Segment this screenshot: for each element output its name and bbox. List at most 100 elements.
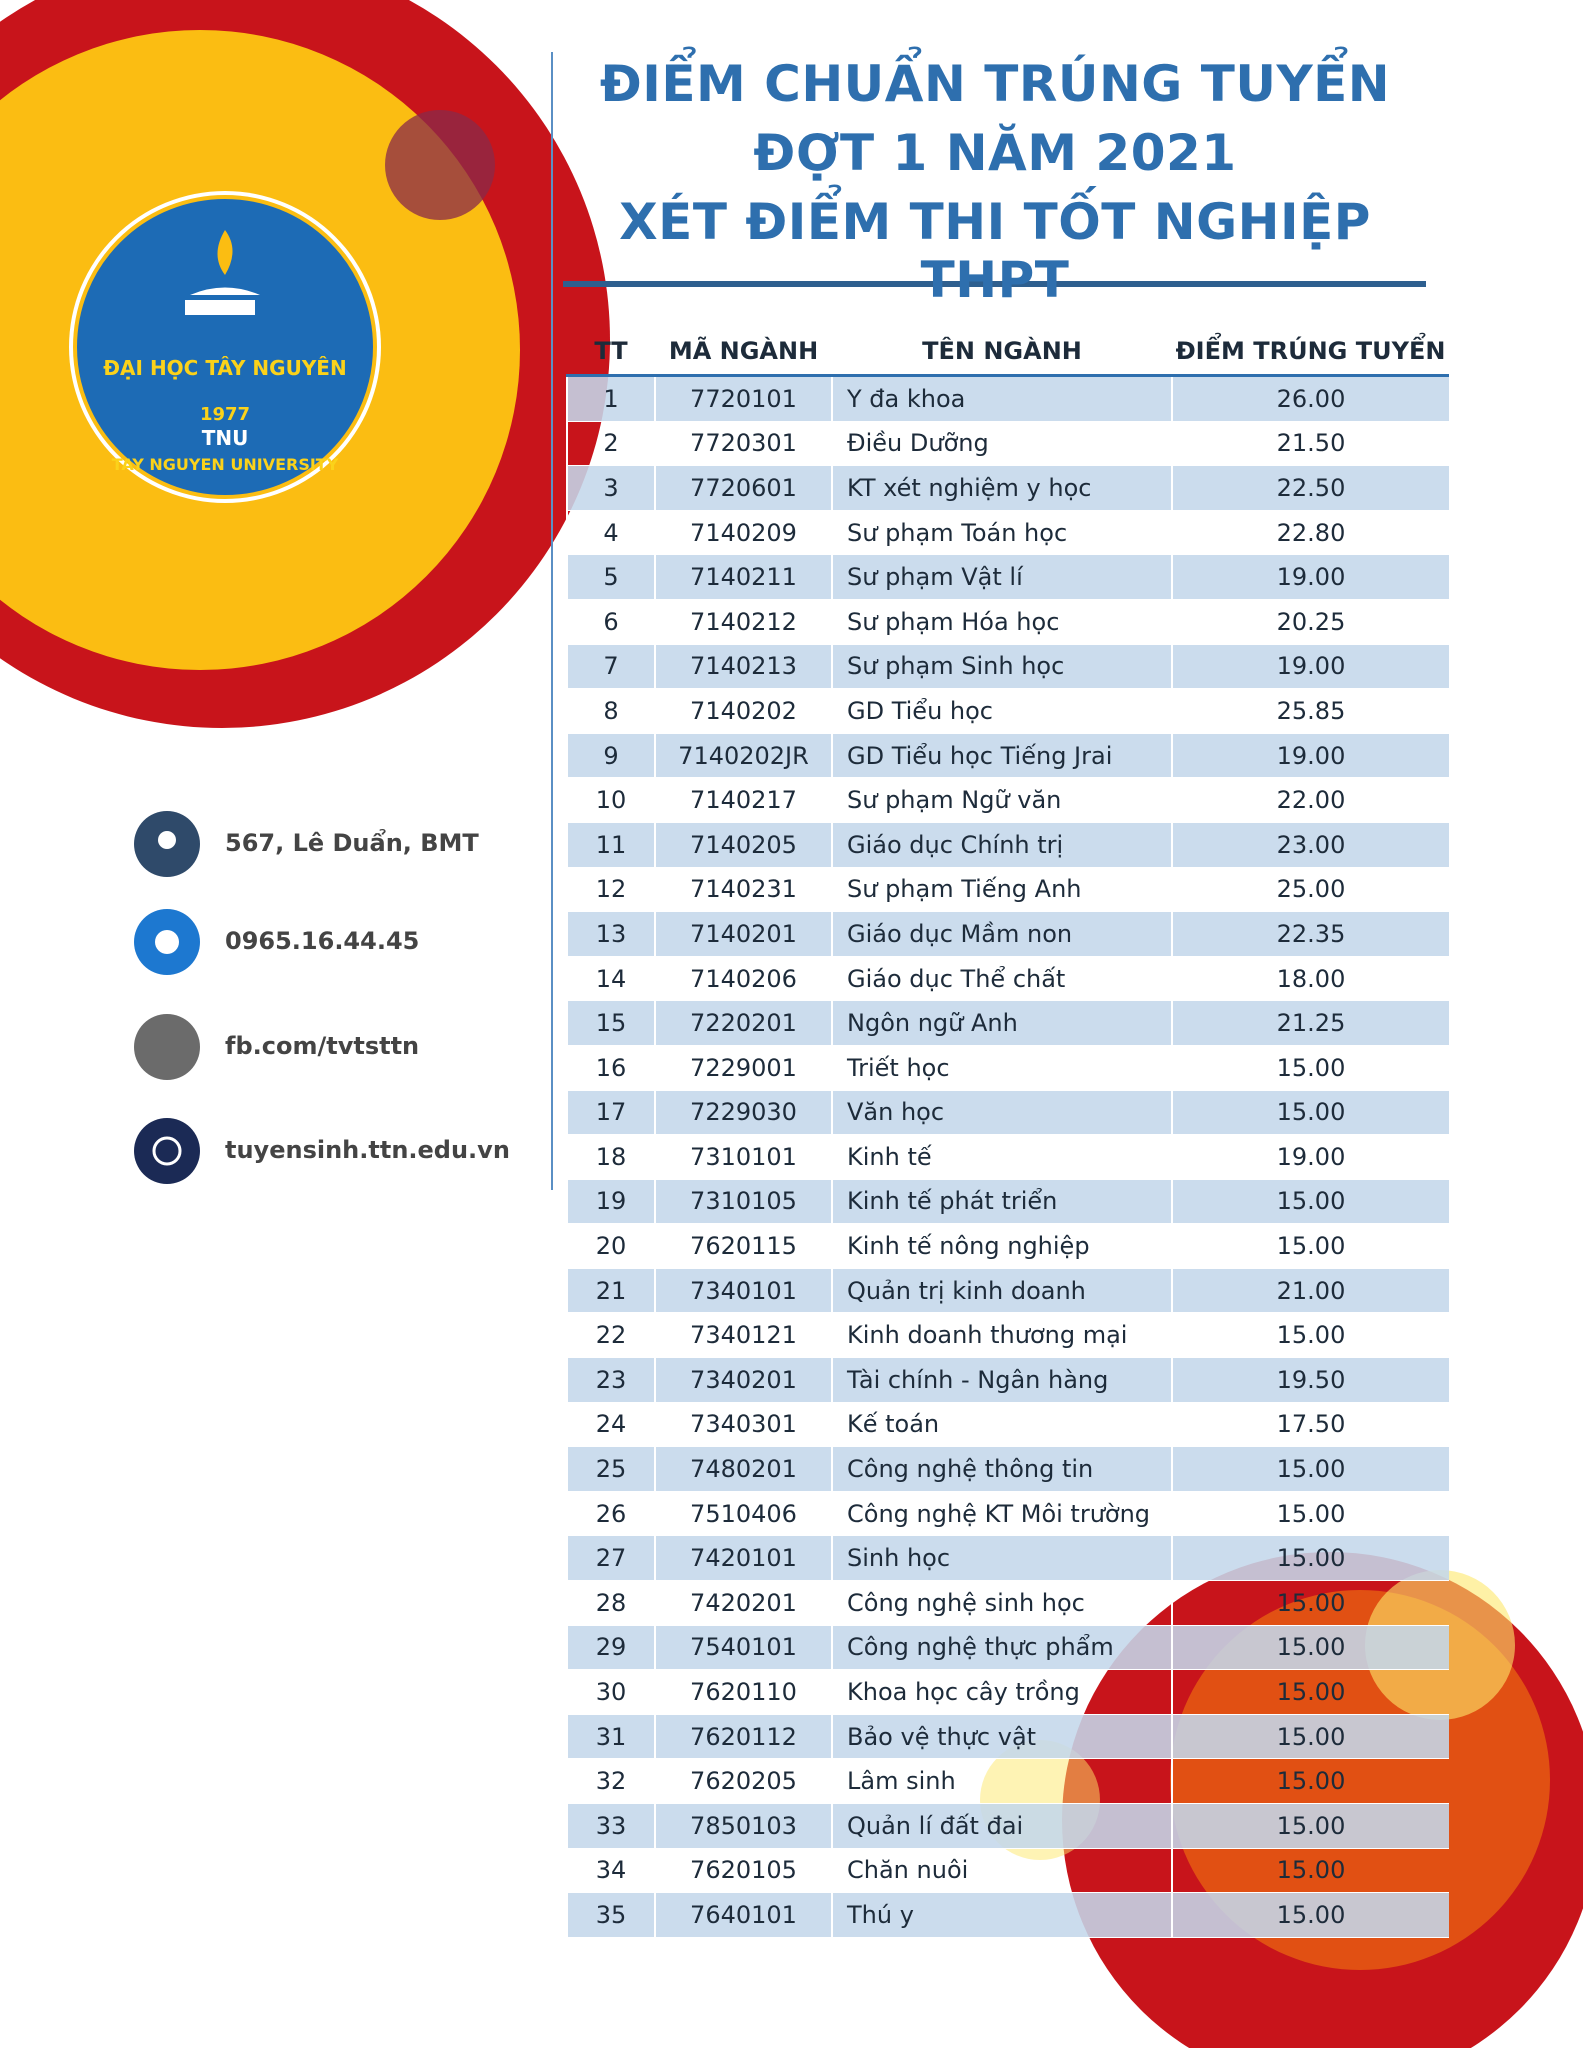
major-code: 7620110	[654, 1669, 832, 1715]
major-name: Giáo dục Thể chất	[831, 956, 1172, 1002]
major-name: Công nghệ thông tin	[831, 1446, 1172, 1492]
table-row: 15 7220201 Ngôn ngữ Anh 21.25	[566, 1000, 1449, 1046]
table-row: 18 7310101 Kinh tế 19.00	[566, 1134, 1449, 1180]
row-number: 35	[566, 1892, 655, 1938]
score: 21.00	[1171, 1268, 1449, 1314]
table-row: 29 7540101 Công nghệ thực phẩm 15.00	[566, 1625, 1449, 1671]
score: 23.00	[1171, 822, 1449, 868]
major-name: Kinh tế nông nghiệp	[831, 1223, 1172, 1269]
row-number: 5	[566, 554, 655, 600]
major-name: Giáo dục Mầm non	[831, 911, 1172, 957]
major-name: Kinh doanh thương mại	[831, 1312, 1172, 1359]
major-name: GD Tiểu học	[831, 688, 1172, 734]
row-number: 20	[566, 1223, 655, 1269]
website[interactable]: tuyensinh.ttn.edu.vn	[225, 1136, 510, 1164]
major-name: Sư phạm Hóa học	[831, 599, 1172, 645]
major-code: 7850103	[654, 1803, 832, 1849]
major-name: Kinh tế	[831, 1134, 1172, 1180]
table-row: 9 7140202JR GD Tiểu học Tiếng Jrai 19.00	[566, 733, 1449, 779]
row-number: 34	[566, 1848, 655, 1894]
row-number: 22	[566, 1312, 655, 1359]
score: 19.00	[1171, 1134, 1449, 1180]
table-row: 3 7720601 KT xét nghiệm y học 22.50	[566, 465, 1449, 511]
score: 15.00	[1171, 1803, 1449, 1849]
table-row: 11 7140205 Giáo dục Chính trị 23.00	[566, 822, 1449, 868]
facebook[interactable]: fb.com/tvtsttn	[225, 1032, 420, 1060]
table-row: 20 7620115 Kinh tế nông nghiệp 15.00	[566, 1223, 1449, 1269]
logo-abbr: TNU	[202, 426, 249, 450]
major-name: Chăn nuôi	[831, 1848, 1172, 1894]
score: 25.85	[1171, 688, 1449, 734]
row-number: 3	[566, 465, 655, 511]
row-number: 12	[566, 867, 655, 913]
score: 17.50	[1171, 1402, 1449, 1448]
dot	[385, 110, 495, 220]
score: 21.25	[1171, 1000, 1449, 1046]
major-name: Sư phạm Sinh học	[831, 644, 1172, 690]
major-code: 7140201	[654, 911, 832, 957]
logo-name: ĐẠI HỌC TÂY NGUYÊN	[103, 356, 346, 380]
table-row: 27 7420101 Sinh học 15.00	[566, 1535, 1449, 1582]
row-number: 28	[566, 1580, 655, 1626]
score: 15.00	[1171, 1045, 1449, 1091]
score: 15.00	[1171, 1669, 1449, 1715]
major-name: GD Tiểu học Tiếng Jrai	[831, 733, 1172, 779]
major-code: 7420101	[654, 1535, 832, 1582]
major-code: 7510406	[654, 1491, 832, 1537]
score: 15.00	[1171, 1090, 1449, 1136]
table-row: 30 7620110 Khoa học cây trồng 15.00	[566, 1669, 1449, 1715]
row-number: 13	[566, 911, 655, 957]
row-number: 7	[566, 644, 655, 690]
header-row: TT MÃ NGÀNH TÊN NGÀNH ĐIỂM TRÚNG TUYỂN	[567, 328, 1449, 377]
row-number: 26	[566, 1491, 655, 1537]
score: 15.00	[1171, 1714, 1449, 1760]
major-code: 7140213	[654, 644, 832, 690]
table-row: 22 7340121 Kinh doanh thương mại 15.00	[566, 1312, 1449, 1359]
table-row: 26 7510406 Công nghệ KT Môi trường 15.00	[566, 1491, 1449, 1537]
major-code: 7340201	[654, 1357, 832, 1403]
score-table: TT MÃ NGÀNH TÊN NGÀNH ĐIỂM TRÚNG TUYỂN 1 772…	[566, 328, 1449, 1938]
row-number: 1	[566, 375, 655, 422]
table-row: 12 7140231 Sư phạm Tiếng Anh 25.00	[566, 867, 1449, 913]
major-code: 7640101	[654, 1892, 832, 1938]
major-name: Triết học	[831, 1045, 1172, 1091]
icon-glyph	[155, 930, 179, 954]
score: 26.00	[1171, 375, 1449, 422]
row-number: 23	[566, 1357, 655, 1403]
logo-year: 1977	[200, 404, 250, 425]
major-name: Giáo dục Chính trị	[831, 822, 1172, 868]
major-name: Sư phạm Ngữ văn	[831, 777, 1172, 823]
icon-web	[134, 1118, 200, 1184]
score: 15.00	[1171, 1535, 1449, 1582]
row-number: 25	[566, 1446, 655, 1492]
row-number: 16	[566, 1045, 655, 1091]
row-number: 2	[566, 421, 655, 467]
table-row: 1 7720101 Y đa khoa 26.00	[566, 375, 1449, 422]
title-line: ĐIỂM CHUẨN TRÚNG TUYỂN	[599, 55, 1391, 113]
major-code: 7310105	[654, 1179, 832, 1225]
major-name: Sinh học	[831, 1535, 1172, 1582]
major-code: 7140231	[654, 867, 832, 913]
major-name: Kinh tế phát triển	[831, 1179, 1172, 1225]
major-code: 7229030	[654, 1090, 832, 1136]
major-name: Thú y	[831, 1892, 1172, 1938]
row-number: 24	[566, 1402, 655, 1448]
major-code: 7720301	[654, 421, 832, 467]
table-row: 10 7140217 Sư phạm Ngữ văn 22.00	[566, 777, 1449, 823]
score: 15.00	[1171, 1223, 1449, 1269]
table-row: 33 7850103 Quản lí đất đai 15.00	[566, 1803, 1449, 1849]
logo-book	[185, 287, 260, 315]
table-row: 13 7140201 Giáo dục Mầm non 22.35	[566, 911, 1449, 957]
table-row: 25 7480201 Công nghệ thông tin 15.00	[566, 1446, 1449, 1492]
major-code: 7340301	[654, 1402, 832, 1448]
major-name: Công nghệ sinh học	[831, 1580, 1172, 1626]
icon-facebook	[134, 1014, 200, 1080]
underline	[563, 281, 1426, 287]
major-code: 7140217	[654, 777, 832, 823]
major-name: Điều Dưỡng	[831, 421, 1172, 467]
logo	[73, 195, 377, 499]
score: 15.00	[1171, 1179, 1449, 1225]
major-name: Lâm sinh	[831, 1758, 1172, 1804]
score: 22.80	[1171, 510, 1449, 556]
title-line: ĐỢT 1 NĂM 2021	[753, 124, 1237, 182]
